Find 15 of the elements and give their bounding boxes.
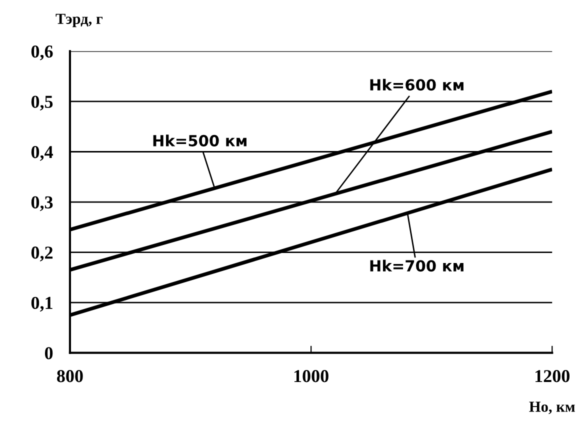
x-tick-label: 800 bbox=[57, 370, 83, 382]
x-tick-label: 1200 bbox=[536, 370, 570, 382]
text: Hk=500 км bbox=[153, 134, 246, 146]
x-tick-label: 1000 bbox=[294, 370, 328, 382]
y-tick-label: 0,6 bbox=[31, 45, 53, 60]
y-tick-label: 0,3 bbox=[31, 196, 53, 212]
text: Hk=700 км bbox=[370, 260, 464, 272]
y-tick-label: 0,1 bbox=[31, 296, 52, 312]
y-tick-label: 0,4 bbox=[31, 146, 53, 161]
x-axis-title: Ho, км bbox=[529, 402, 575, 414]
y-tick-label: 0,5 bbox=[31, 96, 53, 111]
y-tick-label: 0 bbox=[44, 347, 53, 360]
text: Hk=600 км bbox=[370, 78, 464, 91]
y-axis-title: Тэрд, г bbox=[56, 14, 102, 28]
y-tick-label: 0,2 bbox=[31, 246, 53, 262]
